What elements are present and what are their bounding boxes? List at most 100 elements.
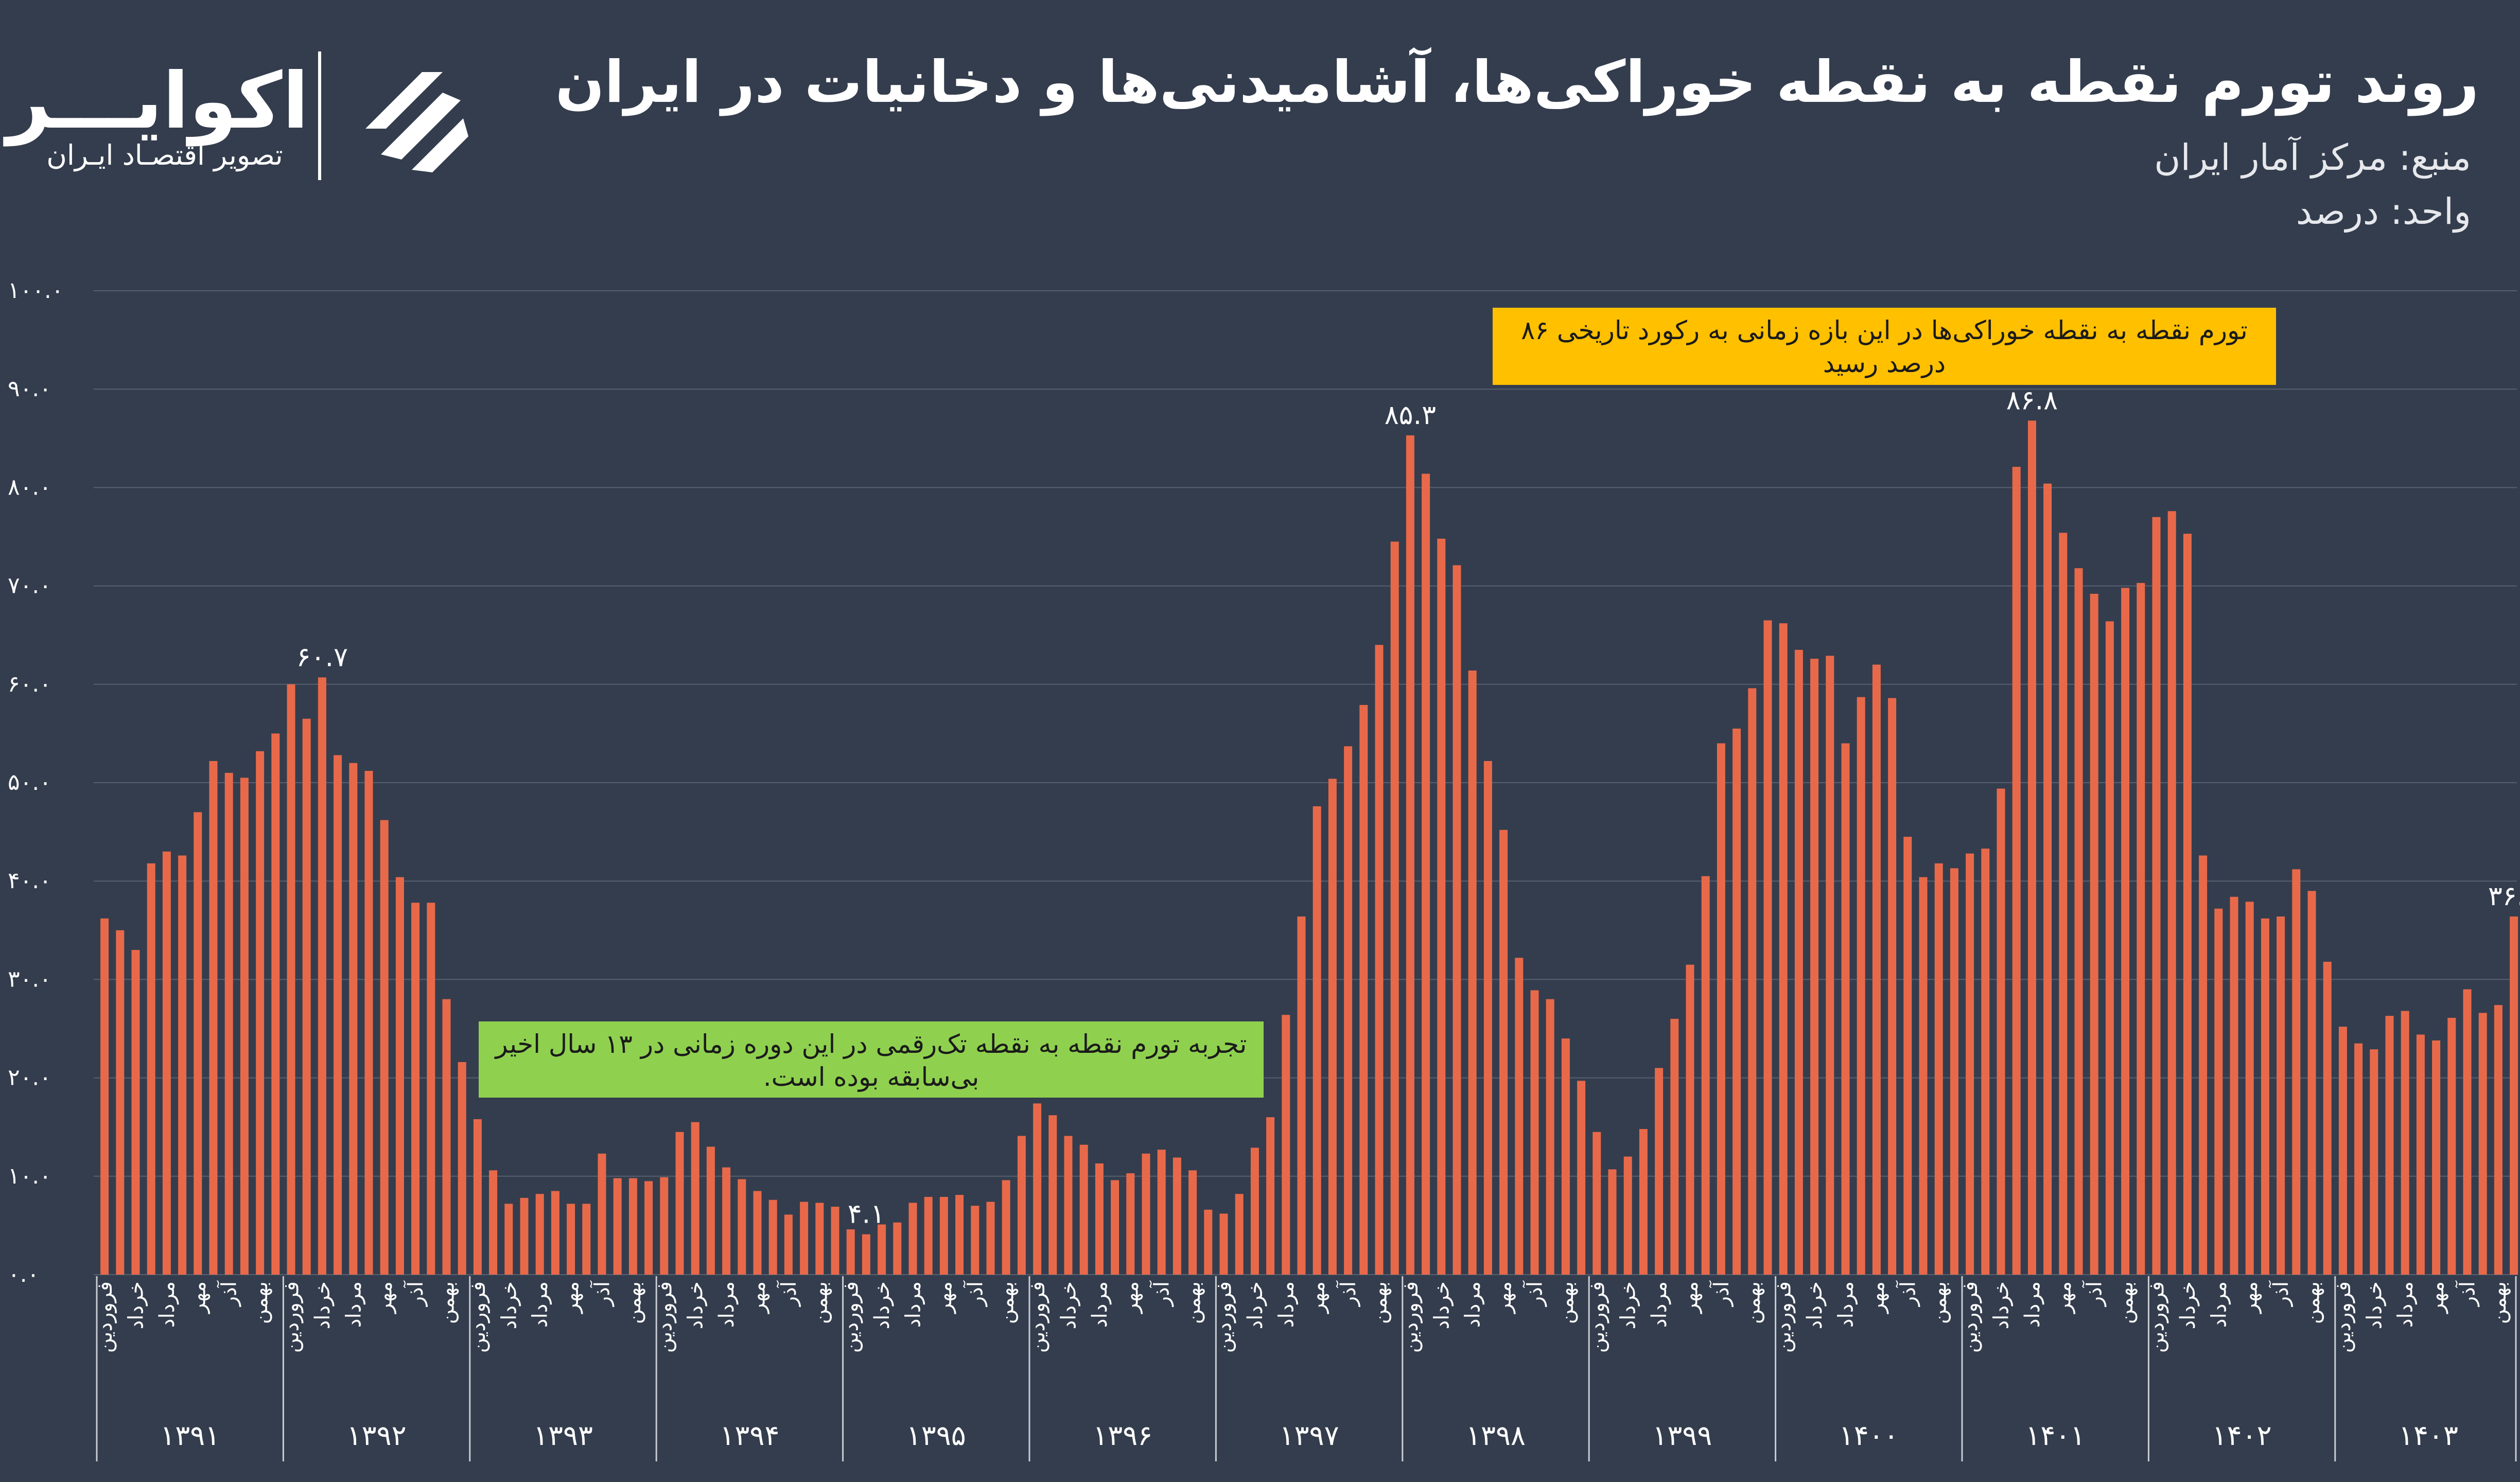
bar <box>2027 420 2036 1275</box>
x-tick-label: مرداد <box>715 1281 739 1328</box>
bar <box>1732 728 1741 1275</box>
x-tick-label: مرداد <box>529 1281 552 1328</box>
year-label: ۱۳۹۹ <box>1652 1419 1712 1452</box>
x-tick-label: بهمن <box>249 1281 272 1324</box>
bar <box>1390 541 1399 1275</box>
bar <box>1204 1209 1213 1275</box>
bar <box>442 999 451 1275</box>
bar <box>986 1202 995 1275</box>
logo-divider <box>318 51 321 180</box>
x-tick-label: آذر <box>1709 1280 1734 1307</box>
bar <box>411 903 420 1275</box>
x-tick-label: مرداد <box>342 1281 365 1328</box>
x-tick-label: مهر <box>373 1281 397 1314</box>
bar <box>2012 467 2021 1275</box>
bar <box>380 820 389 1275</box>
bar <box>100 918 109 1275</box>
bar <box>2385 1016 2394 1275</box>
year-label: ۱۳۹۲ <box>347 1419 407 1452</box>
bar <box>1095 1163 1104 1275</box>
bar <box>706 1146 715 1275</box>
x-tick-label: خرداد <box>1803 1281 1827 1330</box>
x-tick-label: مرداد <box>902 1281 925 1328</box>
bar <box>1903 837 1912 1275</box>
bar <box>1422 473 1430 1275</box>
x-tick-label: آذر <box>217 1280 241 1307</box>
bar <box>1515 958 1524 1275</box>
bar <box>1079 1144 1088 1275</box>
bar <box>1530 990 1539 1275</box>
x-tick-label: خرداد <box>125 1281 148 1330</box>
bar <box>1157 1150 1166 1275</box>
bar <box>2059 533 2068 1275</box>
bar <box>458 1062 466 1275</box>
year-label: ۱۳۹۶ <box>1093 1419 1152 1452</box>
bar <box>2401 1011 2409 1275</box>
bar <box>1763 620 1772 1275</box>
unit-text: واحد: درصد <box>2296 190 2471 233</box>
bar <box>473 1119 482 1275</box>
bar <box>1857 697 1865 1275</box>
bar <box>2277 916 2285 1275</box>
chart-title: روند تورم نقطه به نقطه خوراکی‌ها، آشامید… <box>555 49 2479 116</box>
x-tick-label: مرداد <box>1088 1281 1112 1328</box>
y-tick-label: ۸۰.۰ <box>8 474 51 500</box>
x-tick-label: آذر <box>590 1280 615 1307</box>
x-tick-label: آذر <box>2082 1280 2107 1307</box>
bar <box>2199 855 2208 1275</box>
bar <box>131 950 140 1275</box>
x-tick-label: خرداد <box>1617 1281 1640 1330</box>
bar <box>878 1224 886 1275</box>
bar <box>598 1153 606 1275</box>
x-tick-label: مهر <box>2425 1281 2448 1314</box>
bar <box>1452 565 1461 1275</box>
bar <box>1297 916 1306 1275</box>
y-tick-label: ۵۰.۰ <box>8 769 51 796</box>
data-label: ۴.۱ <box>848 1199 885 1230</box>
bar <box>1266 1117 1275 1275</box>
bar <box>924 1196 933 1275</box>
bar <box>1546 999 1554 1275</box>
bar <box>1701 876 1710 1275</box>
x-tick-label: خرداد <box>497 1281 521 1330</box>
bar <box>1639 1129 1648 1275</box>
year-label: ۱۳۹۴ <box>720 1419 779 1452</box>
x-tick-label: بهمن <box>995 1281 1019 1324</box>
data-label: ۸۵.۳ <box>1385 400 1436 431</box>
x-tick-label: مرداد <box>1648 1281 1671 1328</box>
x-tick-label: آذر <box>1149 1280 1174 1307</box>
bar <box>567 1204 575 1275</box>
bar <box>2074 568 2083 1275</box>
year-label: ۱۴۰۲ <box>2212 1419 2272 1452</box>
bar <box>1686 964 1694 1275</box>
bar <box>2121 588 2130 1275</box>
bar <box>1312 806 1321 1275</box>
bar <box>116 930 125 1275</box>
logo-tagline: تصویر اقتصـاد ایـران <box>46 139 283 171</box>
x-tick-label: بهمن <box>1368 1281 1392 1324</box>
bar <box>2152 517 2161 1275</box>
bar <box>1794 649 1803 1275</box>
bar <box>1126 1173 1135 1275</box>
bar <box>862 1234 870 1275</box>
bar <box>224 772 233 1275</box>
bar <box>1577 1081 1586 1275</box>
x-tick-label: مهر <box>1119 1281 1143 1314</box>
bar <box>908 1203 917 1275</box>
bar <box>1328 779 1337 1275</box>
y-tick-label: ۷۰.۰ <box>8 573 51 599</box>
bar <box>1235 1194 1244 1275</box>
logo-name: اکوایـــران <box>0 57 309 146</box>
bar <box>628 1178 637 1275</box>
bar <box>1655 1068 1664 1275</box>
x-tick-label: بهمن <box>1181 1281 1205 1324</box>
bar <box>613 1178 622 1275</box>
x-tick-label: خرداد <box>684 1281 708 1330</box>
bar <box>1934 863 1943 1275</box>
bar <box>738 1179 746 1275</box>
year-label: ۱۳۹۸ <box>1466 1419 1526 1452</box>
x-tick-label: آذر <box>2455 1280 2480 1307</box>
bar <box>2261 918 2269 1275</box>
bar <box>1188 1170 1197 1275</box>
bar <box>2090 593 2098 1275</box>
